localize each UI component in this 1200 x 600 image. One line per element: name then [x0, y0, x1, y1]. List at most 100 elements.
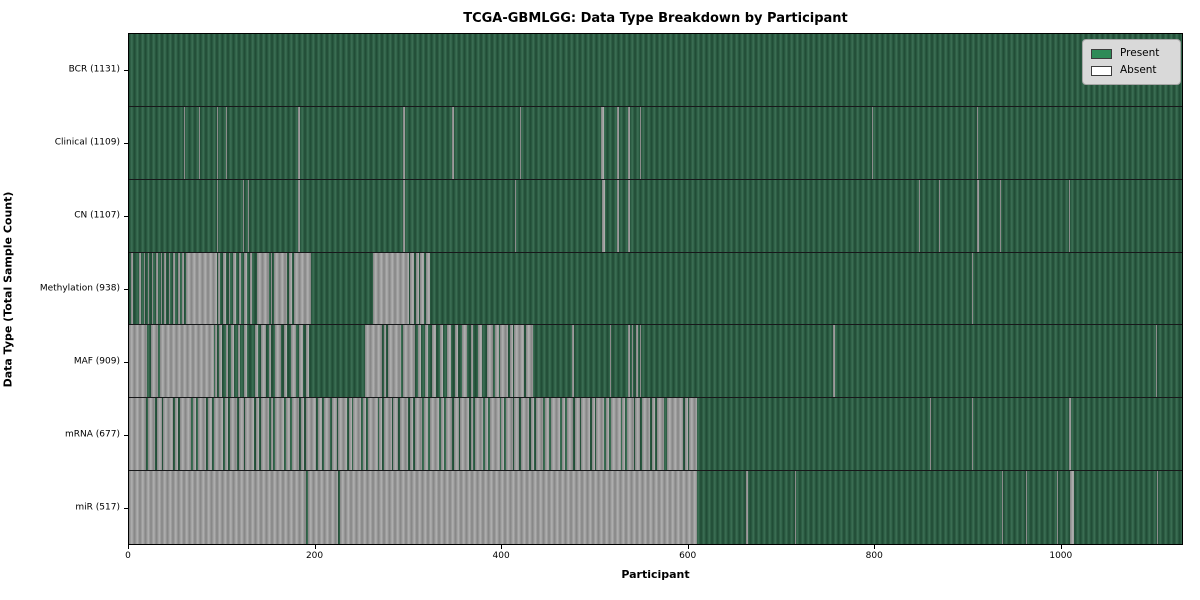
- x-tick-mark: [128, 545, 129, 549]
- present-swatch-icon: [1091, 48, 1112, 59]
- absent-segment: [431, 325, 437, 398]
- row-maf: [129, 325, 1182, 399]
- absent-segment: [684, 398, 688, 471]
- absent-segment: [214, 325, 217, 398]
- x-tick-label-200: 200: [305, 551, 324, 561]
- plot-area: [128, 33, 1183, 545]
- absent-segment: [402, 325, 415, 398]
- absent-segment: [460, 398, 469, 471]
- absent-segment: [500, 325, 508, 398]
- absent-segment: [636, 325, 639, 398]
- absent-segment: [616, 179, 619, 252]
- absent-segment: [293, 252, 312, 325]
- absent-segment: [929, 398, 931, 471]
- absent-segment: [515, 179, 517, 252]
- absent-segment: [250, 252, 252, 325]
- absent-segment: [399, 398, 409, 471]
- absent-segment: [601, 179, 605, 252]
- row-methylation: [129, 252, 1182, 326]
- y-tick-label-methylation: Methylation (938): [39, 283, 120, 294]
- x-tick-label-400: 400: [492, 551, 510, 561]
- absent-segment: [183, 106, 185, 179]
- absent-segment: [169, 252, 170, 325]
- absent-segment: [129, 471, 306, 544]
- absent-segment: [417, 325, 422, 398]
- absent-segment: [832, 325, 835, 398]
- absent-segment: [202, 106, 204, 179]
- absent-segment: [291, 398, 300, 471]
- absent-segment: [426, 252, 430, 325]
- absent-segment: [667, 398, 683, 471]
- absent-segment: [393, 398, 399, 471]
- absent-segment: [566, 398, 574, 471]
- x-tick-mark: [314, 545, 316, 549]
- absent-segment: [971, 398, 973, 471]
- absent-segment: [640, 325, 642, 398]
- row-mir: [129, 471, 1182, 544]
- absent-segment: [414, 398, 423, 471]
- absent-segment: [410, 398, 413, 471]
- absent-segment: [129, 325, 147, 398]
- absent-segment: [574, 398, 580, 471]
- absent-segment: [977, 179, 980, 252]
- absent-segment: [217, 106, 219, 179]
- absent-segment: [561, 398, 565, 471]
- absent-segment: [484, 398, 489, 471]
- absent-segment: [298, 179, 301, 252]
- x-tick-label-600: 600: [679, 551, 697, 561]
- absent-segment: [197, 398, 207, 471]
- absent-segment: [622, 398, 626, 471]
- absent-segment: [384, 325, 386, 398]
- absent-segment: [255, 398, 260, 471]
- legend-label-present: Present: [1120, 47, 1160, 59]
- absent-segment: [420, 252, 425, 325]
- absent-segment: [610, 325, 612, 398]
- absent-segment: [254, 325, 259, 398]
- absent-segment: [368, 398, 378, 471]
- absent-segment: [225, 325, 228, 398]
- absent-segment: [445, 398, 453, 471]
- absent-segment: [601, 106, 604, 179]
- absent-segment: [596, 398, 604, 471]
- absent-segment: [520, 106, 521, 179]
- absent-segment: [379, 398, 383, 471]
- absent-segment: [487, 325, 494, 398]
- absent-segment: [155, 252, 158, 325]
- absent-segment: [470, 325, 474, 398]
- absent-segment: [233, 252, 237, 325]
- absent-segment: [228, 252, 231, 325]
- absent-segment: [689, 398, 697, 471]
- absent-segment: [494, 325, 499, 398]
- absent-segment: [581, 398, 590, 471]
- absent-segment: [178, 252, 181, 325]
- absent-segment: [1002, 471, 1004, 544]
- absent-segment: [550, 398, 561, 471]
- absent-segment: [261, 398, 269, 471]
- absent-segment: [977, 106, 979, 179]
- absent-segment: [1069, 179, 1071, 252]
- y-tick-mark: [124, 435, 128, 437]
- absent-segment: [218, 252, 221, 325]
- absent-segment: [628, 106, 630, 179]
- y-tick-label-cn: CN (1107): [74, 210, 120, 221]
- absent-segment: [291, 325, 296, 398]
- absent-segment: [159, 325, 214, 398]
- absent-segment: [545, 398, 549, 471]
- absent-segment: [185, 252, 217, 325]
- absent-segment: [429, 398, 440, 471]
- absent-segment: [217, 179, 219, 252]
- absent-segment: [318, 398, 322, 471]
- absent-segment: [348, 398, 352, 471]
- absent-segment: [238, 252, 241, 325]
- absent-segment: [640, 106, 642, 179]
- absent-segment: [475, 398, 483, 471]
- absent-segment: [305, 398, 317, 471]
- absent-segment: [591, 398, 595, 471]
- absent-segment: [340, 471, 697, 544]
- absent-segment: [424, 398, 428, 471]
- absent-segment: [307, 471, 339, 544]
- absent-segment: [182, 252, 184, 325]
- absent-segment: [261, 325, 266, 398]
- absent-segment: [452, 106, 454, 179]
- absent-segment: [156, 398, 162, 471]
